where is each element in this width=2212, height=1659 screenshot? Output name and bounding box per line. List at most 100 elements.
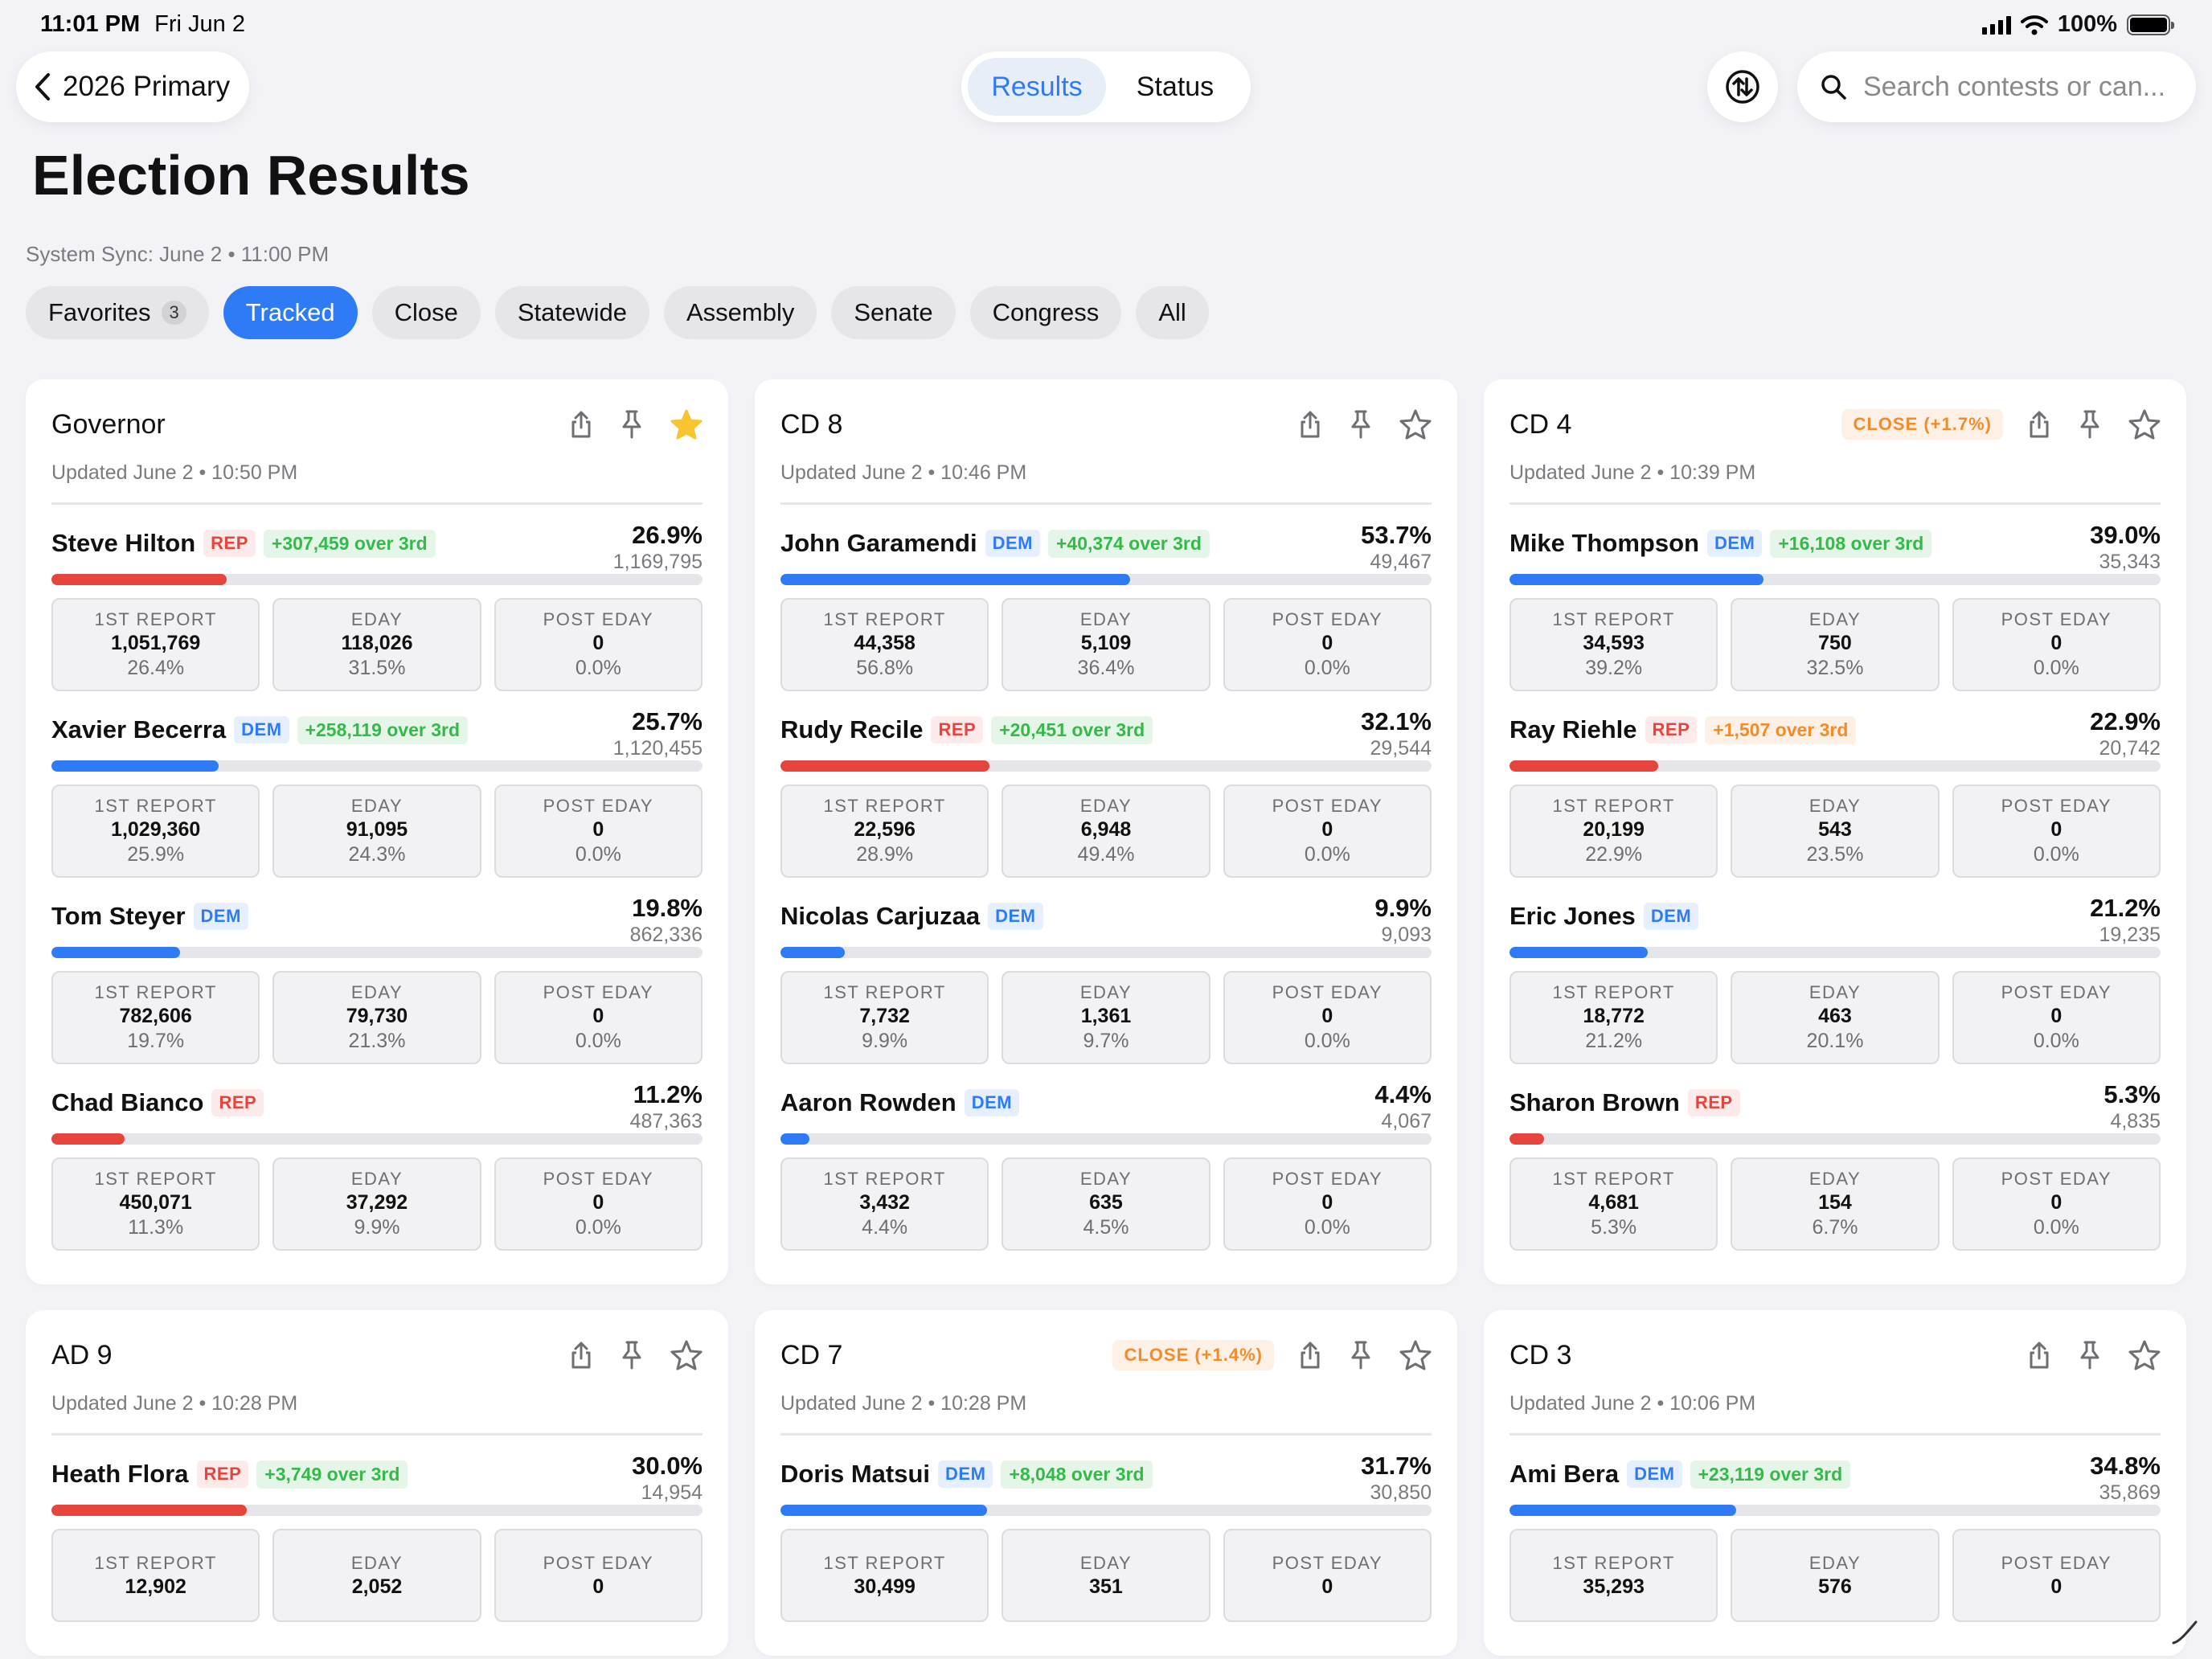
segment-status[interactable]: Status [1136,71,1215,102]
post-eday-box: POST EDAY 0 0.0% [494,1157,703,1251]
candidate-row[interactable]: Aaron Rowden DEM 4.4% 4,067 1ST REPORT 3,432 4… [780,1082,1432,1251]
first-report-votes: 44,358 [854,632,916,654]
star-icon[interactable] [1399,409,1432,440]
contest-card[interactable]: CD 4 CLOSE (+1.7%) Updated June 2 • 10:39 … [1484,379,2186,1284]
eday-label: EDAY [1809,796,1862,816]
pin-icon[interactable] [1350,409,1372,440]
eday-votes: 463 [1818,1005,1852,1027]
star-icon[interactable] [2128,409,2161,440]
segment-results[interactable]: Results [968,58,1106,116]
filter-tracked[interactable]: Tracked [223,286,358,339]
party-badge: REP [203,530,256,557]
first-report-votes: 1,029,360 [111,818,201,841]
candidate-row[interactable]: Heath Flora REP +3,749 over 3rd 30.0% 14,954… [51,1453,703,1622]
margin-badge: +258,119 over 3rd [297,715,469,744]
post-eday-votes: 0 [2050,632,2062,654]
candidate-row[interactable]: Nicolas Carjuzaa DEM 9.9% 9,093 1ST REPORT 7,… [780,895,1432,1064]
candidate-row[interactable]: Ray Riehle REP +1,507 over 3rd 22.9% 20,742 1… [1509,709,2161,878]
candidate-name: Heath Flora [51,1460,189,1488]
star-filled-icon[interactable] [670,409,703,440]
post-eday-percent: 0.0% [1304,1030,1350,1052]
first-report-label: 1ST REPORT [1552,796,1675,816]
star-icon[interactable] [670,1340,703,1370]
pin-icon[interactable] [621,1340,643,1370]
post-eday-percent: 0.0% [2033,657,2079,679]
pin-icon[interactable] [2079,409,2101,440]
eday-votes: 2,052 [351,1575,403,1598]
share-icon[interactable] [1298,410,1322,439]
party-badge: DEM [1706,530,1763,557]
contest-card[interactable]: AD 9 Updated June 2 • 10:28 PM Heath Flora… [26,1310,728,1656]
report-breakdown: 1ST REPORT 1,051,769 26.4% EDAY 118,026 31.5%… [51,598,703,691]
star-icon[interactable] [1399,1340,1432,1370]
contest-card[interactable]: CD 8 Updated June 2 • 10:46 PM John Garame… [755,379,1457,1284]
share-icon[interactable] [2027,1341,2051,1370]
party-badge: DEM [988,903,1043,930]
filter-all[interactable]: All [1136,286,1209,339]
vote-total: 14,954 [641,1481,703,1504]
candidate-row[interactable]: Xavier Becerra DEM +258,119 over 3rd 25.7% 1… [51,709,703,878]
vote-percent: 31.7% [1361,1452,1432,1480]
share-icon[interactable] [569,1341,593,1370]
post-eday-percent: 0.0% [2033,1030,2079,1052]
filter-statewide[interactable]: Statewide [494,286,649,339]
first-report-label: 1ST REPORT [94,1169,217,1189]
filter-favorites[interactable]: Favorites 3 [26,286,209,339]
filter-congress[interactable]: Congress [969,286,1122,339]
favorites-count-badge: 3 [162,301,186,325]
first-report-label: 1ST REPORT [94,982,217,1002]
eday-percent: 20.1% [1806,1030,1864,1052]
candidate-row[interactable]: John Garamendi DEM +40,374 over 3rd 53.7% 49… [780,522,1432,691]
candidate-row[interactable]: Sharon Brown REP 5.3% 4,835 1ST REPORT 4,681 5… [1509,1082,2161,1251]
page-title: Election Results [32,144,470,207]
contest-card[interactable]: CD 7 CLOSE (+1.4%) Updated June 2 • 10:28 … [755,1310,1457,1656]
candidate-row[interactable]: Eric Jones DEM 21.2% 19,235 1ST REPORT 18,772… [1509,895,2161,1064]
eday-percent: 31.5% [348,657,406,679]
sync-button[interactable] [1707,51,1778,122]
post-eday-votes: 0 [2050,1191,2062,1214]
post-eday-label: POST EDAY [543,1169,654,1189]
candidate-row[interactable]: Rudy Recile REP +20,451 over 3rd 32.1% 29,54… [780,709,1432,878]
candidate-row[interactable]: Mike Thompson DEM +16,108 over 3rd 39.0% 35,… [1509,522,2161,691]
filter-assembly[interactable]: Assembly [663,286,817,339]
first-report-percent: 22.9% [1585,843,1643,866]
first-report-box: 1ST REPORT 34,593 39.2% [1509,598,1718,691]
eday-votes: 91,095 [346,818,408,841]
candidate-row[interactable]: Steve Hilton REP +307,459 over 3rd 26.9% 1,1… [51,522,703,691]
first-report-percent: 21.2% [1585,1030,1643,1052]
back-button[interactable]: 2026 Primary [16,51,250,122]
share-icon[interactable] [1298,1341,1322,1370]
vote-share-fill [51,760,219,772]
post-eday-label: POST EDAY [1272,609,1383,629]
candidate-row[interactable]: Doris Matsui DEM +8,048 over 3rd 31.7% 30,85… [780,1453,1432,1622]
contest-card[interactable]: CD 3 Updated June 2 • 10:06 PM Ami Bera DEM… [1484,1310,2186,1656]
contest-card[interactable]: Governor Updated June 2 • 10:50 PM Steve H… [26,379,728,1284]
updated-time: Updated June 2 • 10:39 PM [1509,461,2161,505]
candidate-row[interactable]: Chad Bianco REP 11.2% 487,363 1ST REPORT 450,… [51,1082,703,1251]
first-report-votes: 18,772 [1583,1005,1645,1027]
first-report-label: 1ST REPORT [1552,1552,1675,1573]
party-badge: DEM [985,530,1040,557]
star-icon[interactable] [2128,1340,2161,1370]
party-badge: REP [196,1460,249,1488]
pin-icon[interactable] [1350,1340,1372,1370]
eday-percent: 32.5% [1806,657,1864,679]
pin-icon[interactable] [621,409,643,440]
pin-icon[interactable] [2079,1340,2101,1370]
report-breakdown: 1ST REPORT 44,358 56.8% EDAY 5,109 36.4% POST … [780,598,1432,691]
candidate-row[interactable]: Ami Bera DEM +23,119 over 3rd 34.8% 35,869 1S… [1509,1453,2161,1622]
post-eday-box: POST EDAY 0 [1223,1529,1432,1622]
filter-senate[interactable]: Senate [831,286,956,339]
party-badge: DEM [1627,1460,1682,1488]
vote-share-fill [1509,760,1659,772]
eday-label: EDAY [350,796,403,816]
search-bar[interactable] [1797,51,2196,122]
candidate-row[interactable]: Tom Steyer DEM 19.8% 862,336 1ST REPORT 782,6… [51,895,703,1064]
eday-label: EDAY [1809,1552,1862,1573]
search-input[interactable] [1863,71,2169,103]
post-eday-label: POST EDAY [2001,982,2112,1002]
vote-percent: 32.1% [1361,707,1432,735]
filter-close[interactable]: Close [371,286,481,339]
share-icon[interactable] [569,410,593,439]
share-icon[interactable] [2027,410,2051,439]
